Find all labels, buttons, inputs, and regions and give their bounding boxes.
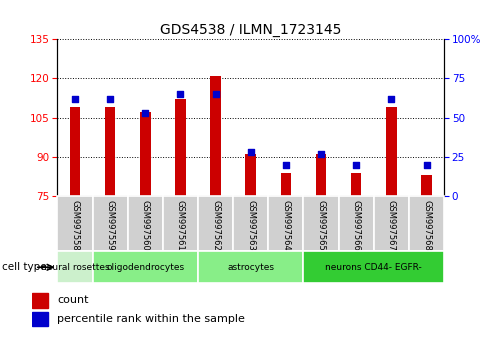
Bar [268, 196, 303, 251]
Bar [280, 173, 291, 196]
Text: GSM997562: GSM997562 [211, 200, 220, 251]
Point [387, 96, 395, 102]
Bar [246, 154, 256, 196]
Text: count: count [57, 295, 88, 306]
Bar [92, 196, 128, 251]
Point [141, 110, 149, 116]
Point [423, 162, 431, 168]
Text: GSM997566: GSM997566 [352, 200, 361, 251]
Bar [374, 196, 409, 251]
Text: GSM997565: GSM997565 [316, 200, 325, 251]
Bar [210, 76, 221, 196]
Text: GSM997567: GSM997567 [387, 200, 396, 251]
Bar [57, 196, 92, 251]
Text: GSM997561: GSM997561 [176, 200, 185, 251]
Bar [303, 251, 444, 283]
Bar [92, 251, 198, 283]
Text: cell type: cell type [2, 262, 47, 272]
Bar [386, 107, 397, 196]
Bar [198, 196, 233, 251]
Bar [303, 196, 339, 251]
Text: neurons CD44- EGFR-: neurons CD44- EGFR- [325, 263, 422, 272]
Bar [339, 196, 374, 251]
Text: GSM997558: GSM997558 [70, 200, 79, 251]
Text: neural rosettes: neural rosettes [40, 263, 109, 272]
Text: percentile rank within the sample: percentile rank within the sample [57, 314, 245, 324]
Bar [70, 107, 80, 196]
Point [106, 96, 114, 102]
Point [177, 91, 185, 97]
Text: GSM997559: GSM997559 [106, 200, 115, 251]
Point [317, 151, 325, 157]
Bar [351, 173, 361, 196]
Text: astrocytes: astrocytes [227, 263, 274, 272]
Bar [140, 113, 151, 196]
Bar [32, 312, 48, 326]
Title: GDS4538 / ILMN_1723145: GDS4538 / ILMN_1723145 [160, 23, 341, 36]
Point [71, 96, 79, 102]
Text: GSM997568: GSM997568 [422, 200, 431, 251]
Text: GSM997560: GSM997560 [141, 200, 150, 251]
Bar [409, 196, 444, 251]
Bar [316, 154, 326, 196]
Bar [233, 196, 268, 251]
Bar [105, 107, 115, 196]
Point [282, 162, 290, 168]
Point [212, 91, 220, 97]
Point [352, 162, 360, 168]
Bar [32, 293, 48, 308]
Point [247, 149, 255, 155]
Text: oligodendrocytes: oligodendrocytes [106, 263, 184, 272]
Bar [421, 176, 432, 196]
Bar [57, 251, 92, 283]
Bar [198, 251, 303, 283]
Bar [175, 99, 186, 196]
Text: GSM997564: GSM997564 [281, 200, 290, 251]
Text: GSM997563: GSM997563 [246, 200, 255, 251]
Bar [128, 196, 163, 251]
Bar [163, 196, 198, 251]
